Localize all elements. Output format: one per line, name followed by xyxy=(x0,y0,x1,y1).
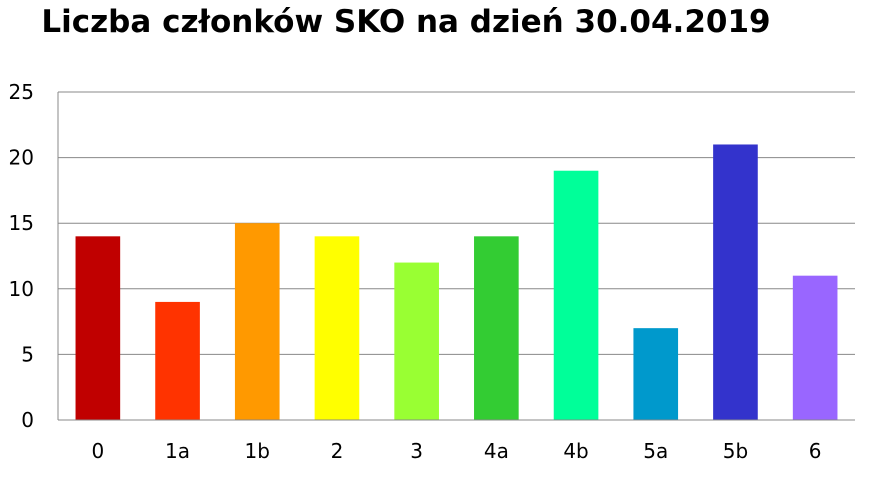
y-tick-label: 5 xyxy=(21,342,34,366)
bar-3 xyxy=(394,262,439,420)
bar-5a xyxy=(633,328,679,420)
y-tick-label: 15 xyxy=(9,211,34,235)
bar-4a xyxy=(474,236,519,420)
x-tick-label: 5b xyxy=(723,439,748,463)
x-tick-label: 3 xyxy=(410,439,423,463)
x-tick-label: 0 xyxy=(91,439,104,463)
y-tick-label: 25 xyxy=(9,80,34,104)
bar-1a xyxy=(155,301,200,420)
x-tick-label: 4a xyxy=(484,439,509,463)
y-tick-label: 20 xyxy=(9,146,34,170)
y-axis-tick-labels: 0 5 10 15 20 25 xyxy=(9,80,34,432)
bars xyxy=(75,144,838,421)
y-tick-label: 10 xyxy=(9,277,34,301)
bar-5b xyxy=(713,144,758,421)
chart-title: Liczba członków SKO na dzień 30.04.2019 xyxy=(41,4,771,40)
bar-0 xyxy=(75,236,121,420)
bar-2 xyxy=(314,236,360,420)
x-axis-tick-labels: 0 1a 1b 2 3 4a 4b 5a 5b 6 xyxy=(91,439,821,463)
x-tick-label: 5a xyxy=(643,439,668,463)
x-tick-label: 2 xyxy=(331,439,344,463)
x-tick-label: 4b xyxy=(563,439,588,463)
x-tick-label: 1a xyxy=(165,439,190,463)
bar-1b xyxy=(234,223,280,420)
bar-6 xyxy=(792,275,838,420)
y-tick-label: 0 xyxy=(21,408,34,432)
bar-4b xyxy=(553,170,599,420)
x-tick-label: 6 xyxy=(809,439,822,463)
x-tick-label: 1b xyxy=(245,439,270,463)
